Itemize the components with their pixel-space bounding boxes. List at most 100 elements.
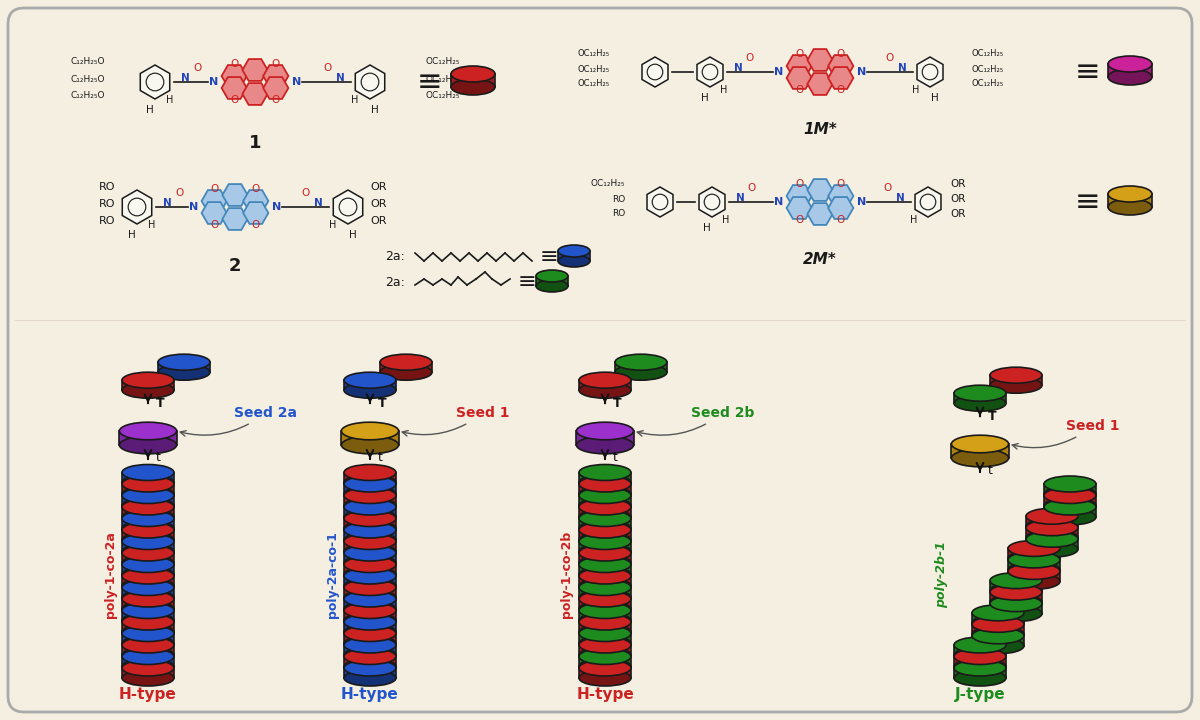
Polygon shape bbox=[263, 65, 288, 87]
Text: Seed 2a: Seed 2a bbox=[180, 406, 298, 436]
Ellipse shape bbox=[158, 364, 210, 380]
Text: O: O bbox=[252, 184, 260, 194]
Ellipse shape bbox=[341, 422, 398, 440]
Polygon shape bbox=[122, 599, 174, 609]
Ellipse shape bbox=[122, 590, 174, 606]
Polygon shape bbox=[580, 576, 631, 586]
Polygon shape bbox=[344, 588, 396, 598]
Polygon shape bbox=[990, 375, 1042, 385]
Ellipse shape bbox=[1026, 508, 1078, 524]
Text: H: H bbox=[329, 220, 337, 230]
Polygon shape bbox=[952, 444, 1008, 458]
Ellipse shape bbox=[122, 660, 174, 676]
Text: N: N bbox=[292, 77, 301, 87]
Ellipse shape bbox=[972, 638, 1024, 654]
Polygon shape bbox=[916, 187, 941, 217]
Ellipse shape bbox=[122, 534, 174, 549]
Ellipse shape bbox=[952, 449, 1008, 467]
Ellipse shape bbox=[580, 382, 631, 398]
Polygon shape bbox=[1026, 516, 1078, 526]
Ellipse shape bbox=[616, 364, 667, 380]
Text: OR: OR bbox=[370, 216, 386, 226]
Polygon shape bbox=[341, 431, 398, 445]
Polygon shape bbox=[808, 73, 833, 95]
Ellipse shape bbox=[1044, 486, 1096, 502]
Polygon shape bbox=[122, 472, 174, 482]
Ellipse shape bbox=[580, 603, 631, 618]
Ellipse shape bbox=[1044, 476, 1096, 492]
Text: H-type: H-type bbox=[119, 686, 176, 701]
Ellipse shape bbox=[380, 354, 432, 370]
Ellipse shape bbox=[576, 422, 634, 440]
Text: H: H bbox=[371, 105, 379, 115]
Ellipse shape bbox=[580, 545, 631, 561]
Polygon shape bbox=[380, 362, 432, 372]
Ellipse shape bbox=[344, 649, 396, 665]
Polygon shape bbox=[344, 634, 396, 644]
Ellipse shape bbox=[344, 601, 396, 617]
Polygon shape bbox=[120, 431, 176, 445]
Text: C₁₂H₂₅O: C₁₂H₂₅O bbox=[71, 74, 106, 84]
Polygon shape bbox=[808, 203, 833, 225]
Text: T: T bbox=[156, 397, 164, 410]
Polygon shape bbox=[972, 624, 1024, 634]
Ellipse shape bbox=[1108, 56, 1152, 72]
Text: O: O bbox=[175, 188, 184, 198]
Text: O: O bbox=[796, 49, 803, 59]
Text: H: H bbox=[167, 95, 174, 105]
Polygon shape bbox=[580, 518, 631, 528]
Polygon shape bbox=[580, 645, 631, 655]
Ellipse shape bbox=[344, 591, 396, 607]
Ellipse shape bbox=[341, 436, 398, 454]
Ellipse shape bbox=[344, 545, 396, 561]
Text: O: O bbox=[746, 53, 754, 63]
Text: ≡: ≡ bbox=[1075, 58, 1100, 86]
Ellipse shape bbox=[972, 616, 1024, 632]
Ellipse shape bbox=[990, 377, 1042, 393]
Polygon shape bbox=[828, 67, 853, 89]
Ellipse shape bbox=[990, 594, 1042, 610]
Text: OC₁₂H₂₅: OC₁₂H₂₅ bbox=[590, 179, 625, 189]
Text: O: O bbox=[324, 63, 332, 73]
Ellipse shape bbox=[580, 499, 631, 515]
Ellipse shape bbox=[1026, 518, 1078, 534]
Text: H: H bbox=[128, 230, 136, 240]
Ellipse shape bbox=[1008, 563, 1060, 580]
Text: H: H bbox=[146, 105, 154, 115]
Text: 1: 1 bbox=[248, 134, 262, 152]
Polygon shape bbox=[808, 179, 833, 201]
Text: O: O bbox=[836, 85, 845, 95]
Ellipse shape bbox=[122, 532, 174, 548]
Ellipse shape bbox=[122, 636, 174, 652]
Ellipse shape bbox=[122, 591, 174, 607]
Polygon shape bbox=[972, 613, 1024, 623]
Ellipse shape bbox=[122, 522, 174, 538]
Ellipse shape bbox=[122, 659, 174, 675]
Text: OR: OR bbox=[950, 179, 965, 189]
Ellipse shape bbox=[616, 354, 667, 370]
Text: T: T bbox=[988, 410, 997, 423]
Polygon shape bbox=[697, 57, 722, 87]
Polygon shape bbox=[1108, 194, 1152, 207]
Polygon shape bbox=[344, 380, 396, 390]
Ellipse shape bbox=[536, 280, 568, 292]
Polygon shape bbox=[580, 507, 631, 517]
Ellipse shape bbox=[1026, 531, 1078, 547]
Ellipse shape bbox=[580, 498, 631, 513]
Ellipse shape bbox=[344, 578, 396, 594]
Ellipse shape bbox=[580, 534, 631, 549]
Ellipse shape bbox=[1044, 498, 1096, 513]
Polygon shape bbox=[344, 564, 396, 575]
Polygon shape bbox=[787, 197, 812, 219]
Text: OC₁₂H₂₅: OC₁₂H₂₅ bbox=[972, 50, 1004, 58]
Polygon shape bbox=[244, 202, 269, 224]
Ellipse shape bbox=[580, 557, 631, 572]
Text: ≡: ≡ bbox=[518, 272, 536, 292]
Text: O: O bbox=[210, 220, 218, 230]
Text: t: t bbox=[613, 451, 618, 464]
Polygon shape bbox=[642, 57, 668, 87]
Ellipse shape bbox=[990, 582, 1042, 598]
Ellipse shape bbox=[1108, 199, 1152, 215]
Text: OC₁₂H₂₅: OC₁₂H₂₅ bbox=[972, 79, 1004, 89]
Text: J-type: J-type bbox=[955, 686, 1006, 701]
